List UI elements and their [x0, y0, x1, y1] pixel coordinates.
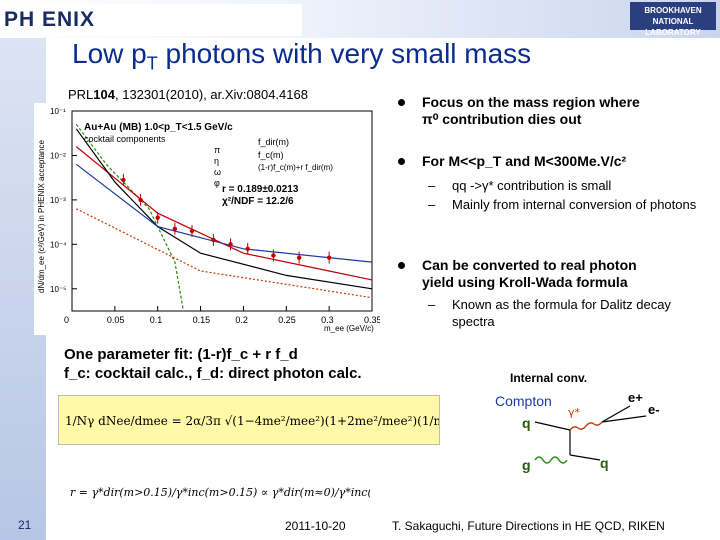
data-point — [271, 253, 276, 258]
data-point — [326, 255, 332, 260]
plot-ylabel: dN/dm_ee (c²/GeV) in PHENIX acceptance — [37, 139, 46, 293]
x-tick-label: 0.25 — [278, 315, 296, 325]
feynman-diagram: Internal conv. Compton q g q γ* e+ e- — [495, 371, 660, 473]
slide-footer: T. Sakaguchi, Future Directions in HE QC… — [392, 519, 665, 533]
feynman-e-plus-line — [601, 405, 631, 423]
feynman-q-right: q — [600, 455, 609, 471]
data-point — [172, 226, 178, 231]
data-point — [189, 228, 195, 234]
feynman-compton: Compton — [495, 393, 552, 409]
component-omega: ω — [214, 167, 221, 177]
data-point — [155, 215, 160, 220]
curve-pi — [75, 123, 184, 312]
feynman-title: Internal conv. — [510, 371, 587, 385]
y-tick-label: 10⁻¹ — [50, 107, 66, 116]
feynman-photon — [569, 421, 603, 431]
data-point — [228, 242, 233, 247]
legend-fdir: f_dir(m) — [258, 137, 289, 147]
feynman-e-plus: e+ — [628, 390, 643, 405]
data-point — [211, 237, 216, 243]
feynman-q-left: q — [522, 415, 531, 431]
legend-fc: f_c(m) — [258, 150, 284, 160]
feynman-e-minus: e- — [648, 402, 660, 417]
bullet-dot — [398, 99, 405, 106]
y-tick-label: 10⁻⁴ — [50, 240, 67, 249]
fit-note: One parameter fit: (1-r)f_c + r f_d f_c:… — [64, 346, 362, 382]
x-tick-label: 0.3 — [321, 315, 334, 325]
equation-2-text: r = γ*dir(m>0.15)/γ*inc(m>0.15) ∝ γ*dir(… — [70, 486, 370, 499]
data-point — [296, 255, 302, 260]
x-tick-label: 0 — [64, 315, 69, 325]
bullet-2: For M<<p_T and M<300Me.V/c² — [398, 153, 708, 170]
y-tick-label: 10⁻⁵ — [50, 285, 66, 294]
curve-fc — [75, 128, 373, 290]
subbullet-1: – qq ->γ* contribution is small — [428, 178, 612, 193]
feynman-quark-out — [569, 454, 601, 461]
bullet-dot — [398, 262, 405, 269]
plot-components-label: cocktail components — [84, 134, 166, 144]
legend-fit: (1-r)f_c(m)+r f_dir(m) — [258, 163, 333, 172]
slide-number: 21 — [18, 518, 32, 532]
kroll-wada-equation: 1/Nγ dNee/dmee = 2α/3π √(1−4me²/mee²)(1+… — [58, 395, 608, 445]
component-phi: φ — [214, 178, 220, 188]
curve-eta — [75, 146, 373, 281]
x-tick-label: 0.35 — [364, 315, 380, 325]
subbullet-3: – Known as the formula for Dalitz decay s… — [428, 297, 671, 329]
feynman-g-left: g — [522, 457, 531, 473]
data-point — [121, 177, 126, 183]
slide-date: 2011-10-20 — [285, 519, 346, 533]
ratio-equation: r = γ*dir(m>0.15)/γ*inc(m>0.15) ∝ γ*dir(… — [70, 486, 370, 499]
y-tick-label: 10⁻² — [50, 151, 66, 160]
feynman-gamma-star: γ* — [568, 406, 581, 419]
bullet-1: Focus on the mass region where π⁰ contrib… — [398, 94, 708, 128]
x-tick-label: 0.05 — [107, 315, 125, 325]
x-tick-label: 0.2 — [235, 315, 248, 325]
fit-chi2: χ²/NDF = 12.2/6 — [222, 196, 294, 207]
data-point — [245, 246, 250, 251]
slide-title: Low pT photons with very small mass — [72, 38, 532, 74]
feynman-gluon — [534, 456, 568, 464]
component-eta: η — [214, 156, 219, 166]
equation-1-text: 1/Nγ dNee/dmee = 2α/3π √(1−4me²/mee²)(1+… — [65, 414, 439, 428]
curve-fdir — [75, 163, 373, 263]
feynman-quark-line — [534, 421, 571, 431]
bnl-logo: BROOKHAVEN NATIONAL LABORATORY — [630, 2, 716, 37]
mass-spectrum-plot: 0 0.05 0.1 0.15 0.2 0.25 0.3 0.35 10⁻¹ 10⁻² 10⁻³ 10… — [34, 103, 380, 335]
plot-xlabel: m_ee (GeV/c) — [324, 324, 374, 333]
plot-header: Au+Au (MB) 1.0<p_T<1.5 GeV/c — [84, 122, 233, 133]
y-tick-label: 10⁻³ — [50, 196, 66, 205]
feynman-e-minus-line — [601, 415, 647, 423]
component-pi: π — [214, 145, 220, 155]
subbullet-2: – Mainly from internal conversion of phot… — [428, 197, 697, 212]
bullet-dot — [398, 158, 405, 165]
x-tick-label: 0.1 — [150, 315, 163, 325]
x-tick-label: 0.15 — [193, 315, 211, 325]
data-point — [138, 197, 143, 203]
phenix-logo-text: PH ENIX — [4, 8, 96, 31]
phenix-logo — [2, 4, 302, 36]
bullet-3: Can be converted to real photon yield usi… — [398, 257, 708, 291]
fit-r-value: r = 0.189±0.0213 — [222, 184, 299, 195]
citation: PRL104, 132301(2010), ar.Xiv:0804.4168 — [68, 87, 308, 102]
